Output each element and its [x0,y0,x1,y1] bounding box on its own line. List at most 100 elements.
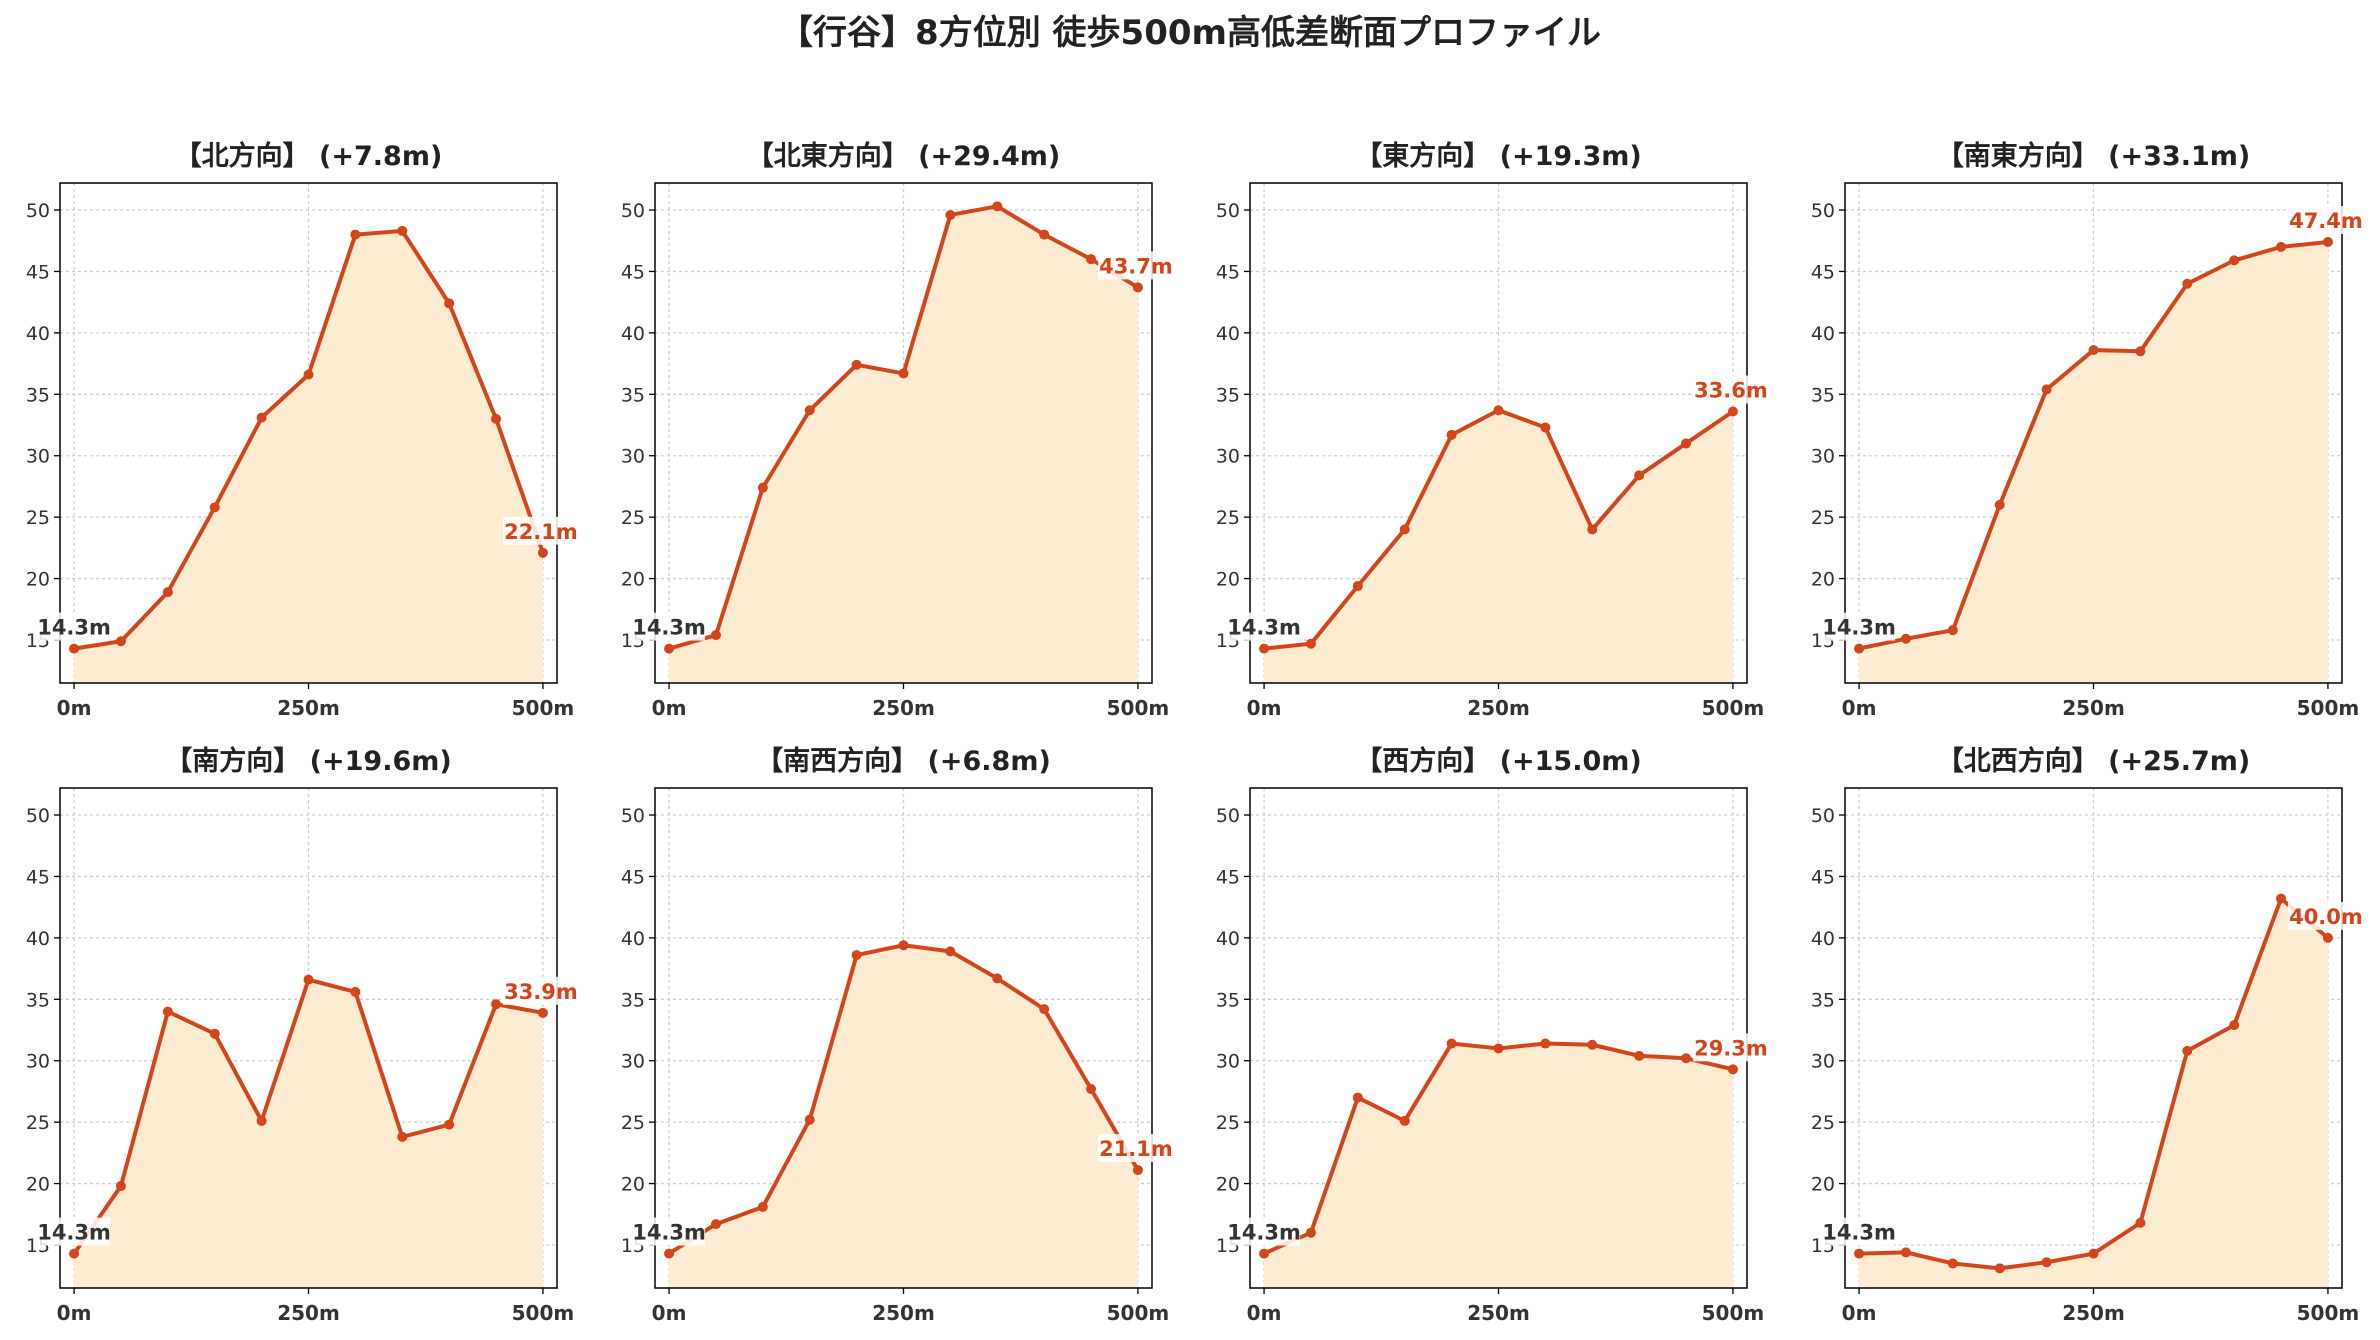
data-point [1259,1248,1270,1259]
y-tick-label: 45 [1811,261,1835,283]
y-tick-label: 20 [621,1174,645,1196]
data-point [757,482,768,493]
data-point [162,1006,173,1017]
data-point [1994,1263,2005,1274]
y-tick-label: 30 [1216,1051,1240,1073]
y-tick-label: 30 [621,1051,645,1073]
y-tick-label: 20 [26,569,50,591]
figure-title: 【行谷】8方位別 徒歩500m高低差断面プロファイル [779,13,1601,53]
start-label-box [1228,1217,1301,1246]
y-tick-label: 35 [1216,989,1240,1011]
y-tick-label: 40 [1216,928,1240,950]
subplot-title: 【北方向】 (+7.8m) [175,140,443,172]
x-tick-label: 500m [1107,696,1170,720]
data-point [1587,1039,1598,1050]
x-tick-label: 250m [872,1301,935,1325]
y-tick-label: 40 [621,928,645,950]
start-label-box [1228,612,1301,641]
data-point [2229,1020,2240,1031]
data-point [1540,422,1551,433]
data-point [1352,580,1363,591]
data-point [1900,633,1911,644]
data-point [2041,1257,2052,1268]
data-point [1994,499,2005,510]
data-point [1086,254,1097,265]
data-point [1305,638,1316,649]
data-point [2322,236,2333,247]
y-tick-label: 45 [26,866,50,888]
end-label-box [1692,1033,1769,1062]
start-label: 14.3m [1227,1221,1301,1245]
data-point [444,1119,455,1130]
data-point [2322,932,2333,943]
data-point [1727,1064,1738,1075]
data-point [710,1219,721,1230]
data-point [2088,345,2099,356]
data-point [1947,1258,1958,1269]
end-label: 43.7m [1099,254,1173,278]
data-point [303,974,314,985]
y-tick-label: 25 [1811,507,1835,529]
subplot-title: 【南東方向】 (+33.1m) [1937,140,2250,172]
start-label-box [38,612,111,641]
y-tick-label: 30 [621,446,645,468]
x-tick-label: 250m [1467,1301,1530,1325]
data-point [2135,346,2146,357]
y-tick-label: 25 [1216,1112,1240,1134]
data-point [350,986,361,997]
start-label-box [1823,1217,1896,1246]
y-tick-label: 40 [1811,323,1835,345]
data-point [1900,1247,1911,1258]
x-tick-label: 250m [2062,1301,2125,1325]
data-point [1446,1038,1457,1049]
y-tick-label: 40 [621,323,645,345]
y-tick-label: 45 [26,261,50,283]
y-tick-label: 45 [621,866,645,888]
subplot-title: 【東方向】 (+19.3m) [1355,140,1641,172]
y-tick-label: 25 [26,507,50,529]
y-tick-label: 20 [1811,569,1835,591]
y-tick-label: 50 [1811,805,1835,827]
end-label-box [2287,901,2364,930]
y-tick-label: 20 [1811,1174,1835,1196]
x-tick-label: 250m [277,696,340,720]
y-tick-label: 20 [1216,1174,1240,1196]
start-label-box [38,1217,111,1246]
data-point [1634,470,1645,481]
x-tick-label: 0m [1247,696,1282,720]
data-point [1681,438,1692,449]
x-tick-label: 0m [57,696,92,720]
elevation-area [669,945,1138,1288]
y-tick-label: 50 [26,200,50,222]
y-tick-label: 45 [1811,866,1835,888]
y-tick-label: 30 [1811,1051,1835,1073]
x-tick-label: 500m [2297,696,2360,720]
y-tick-label: 40 [1811,928,1835,950]
data-point [945,946,956,957]
data-point [1854,643,1865,654]
end-label: 33.6m [1694,379,1768,403]
y-tick-label: 50 [1811,200,1835,222]
data-point [397,225,408,236]
y-tick-label: 30 [26,1051,50,1073]
data-point [1086,1083,1097,1094]
data-point [397,1131,408,1142]
data-point [2276,241,2287,252]
data-point [209,502,220,513]
data-point [444,298,455,309]
end-label-box [502,516,579,545]
y-tick-label: 20 [621,569,645,591]
y-tick-label: 50 [26,805,50,827]
start-label: 14.3m [632,1221,706,1245]
data-point [664,1248,675,1259]
data-point [945,209,956,220]
data-point [209,1028,220,1039]
subplot-title: 【南方向】 (+19.6m) [165,745,451,777]
y-tick-label: 25 [1216,507,1240,529]
data-point [1259,643,1270,654]
